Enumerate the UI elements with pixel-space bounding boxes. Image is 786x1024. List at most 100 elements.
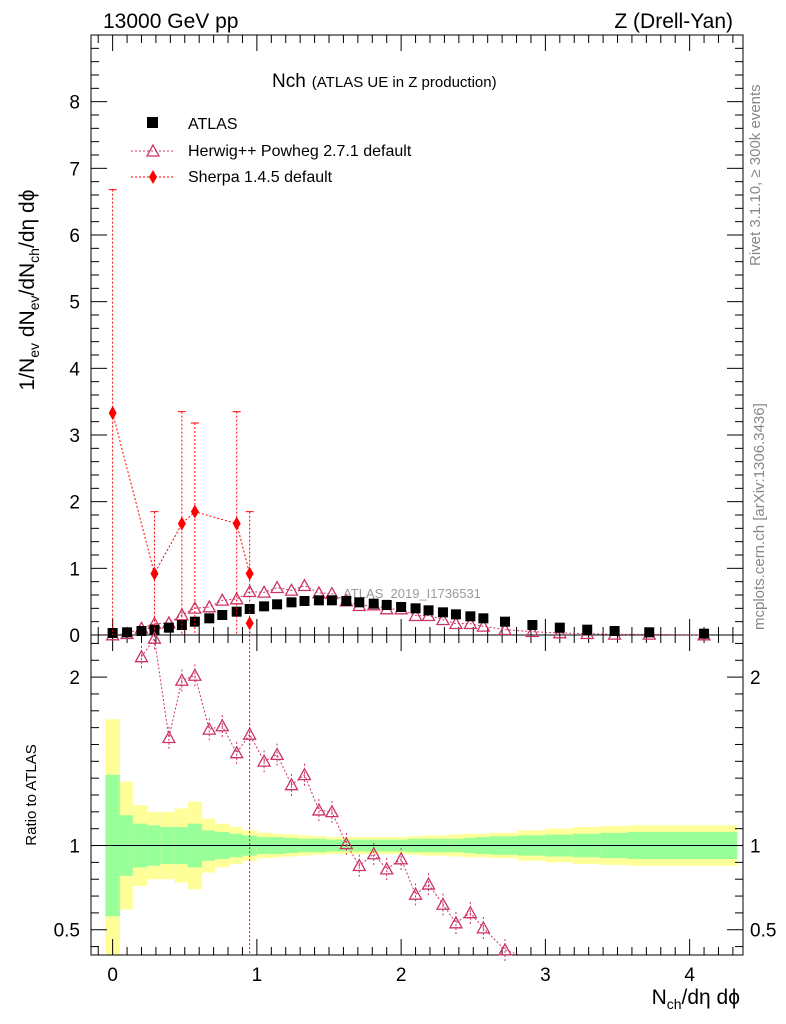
legend-sherpa-label: Sherpa 1.4.5 default — [188, 169, 333, 186]
mcplots-label: mcplots.cern.ch [arXiv:1306.3436] — [751, 403, 768, 630]
herwig-point — [408, 608, 423, 622]
herwig-point — [269, 580, 285, 594]
header-right: Z (Drell-Yan) — [614, 10, 733, 33]
herwig-ratio-point — [147, 631, 162, 644]
atlas-point — [527, 620, 538, 630]
data-layer — [105, 189, 712, 961]
y-tick-label-ratio-left: 2 — [69, 668, 80, 689]
x-tick-label: 1 — [252, 965, 263, 986]
atlas-point — [582, 624, 593, 635]
atlas-point — [122, 627, 133, 638]
herwig-point — [435, 612, 451, 626]
herwig-point — [242, 584, 257, 598]
herwig-ratio-point — [408, 887, 423, 900]
herwig-point — [497, 622, 513, 636]
legend-atlas-marker — [147, 117, 158, 128]
legend-herwig-marker — [145, 143, 161, 157]
herwig-point — [525, 624, 540, 638]
ratio-ylabel: Ratio to ATLAS — [23, 744, 40, 845]
atlas-point — [554, 622, 565, 633]
y-tick-label-main: 1 — [69, 559, 80, 580]
herwig-ratio-point — [284, 777, 299, 791]
atlas-point — [699, 628, 710, 639]
herwig-point — [463, 616, 478, 630]
atlas-point — [313, 595, 324, 606]
y-tick-label-ratio-right: 1 — [750, 837, 761, 858]
watermark: ATLAS_2019_I1736531 — [343, 586, 481, 601]
y-tick-label-main: 7 — [69, 159, 80, 180]
sherpa-point — [190, 504, 199, 519]
y-tick-label-ratio-right: 0.5 — [750, 921, 776, 942]
atlas-point — [478, 613, 489, 624]
herwig-point — [187, 600, 202, 614]
herwig-point — [174, 607, 189, 621]
herwig-point — [202, 599, 217, 613]
atlas-point — [272, 599, 283, 610]
x-tick-label: 0 — [107, 965, 118, 986]
y-tick-label-ratio-right: 2 — [750, 668, 761, 689]
herwig-ratio-point — [215, 718, 230, 732]
herwig-point — [284, 582, 299, 596]
herwig-ratio-point — [448, 915, 464, 929]
atlas-point — [189, 616, 200, 627]
herwig-ratio-point — [366, 846, 381, 860]
sherpa-point — [177, 516, 186, 531]
atlas-point — [163, 622, 174, 633]
atlas-point — [341, 596, 352, 606]
herwig-ratio-point — [421, 876, 436, 890]
herwig-ratio-point — [379, 861, 394, 875]
herwig-point — [297, 578, 312, 592]
atlas-point — [644, 627, 655, 638]
herwig-ratio-line — [141, 637, 520, 956]
ratio-frame — [90, 634, 744, 956]
chart-title: Nch (ATLAS UE in Z production) — [272, 71, 497, 92]
main-axis-ticks: 0 1 2 3 4 5 6 7 8 — [69, 34, 743, 647]
herwig-ratio-point — [311, 802, 327, 816]
x-tick-label: 2 — [396, 965, 407, 986]
y-tick-label-ratio-left: 1 — [69, 837, 80, 858]
legend: ATLAS Herwig++ Powheg 2.7.1 default Sher… — [131, 116, 412, 186]
herwig-ratio-point — [269, 747, 285, 761]
legend-atlas-label: ATLAS — [188, 116, 238, 133]
herwig-ratio-point — [297, 767, 312, 781]
atlas-point — [299, 596, 310, 606]
y-tick-label-main: 4 — [69, 359, 80, 380]
chart-title-sub: (ATLAS UE in Z production) — [312, 74, 497, 91]
herwig-ratio-point — [352, 858, 367, 872]
atlas-point — [396, 602, 407, 612]
atlas-point — [286, 597, 297, 608]
ratio-bands — [105, 719, 738, 955]
sherpa-point — [108, 406, 117, 420]
atlas-point — [204, 613, 215, 624]
header-left: 13000 GeV pp — [103, 10, 238, 33]
herwig-ratio-point — [497, 942, 513, 956]
atlas-point — [259, 601, 270, 612]
main-ylabel: 1/Nev dNev/dNch/dη dϕ — [16, 190, 42, 391]
atlas-point — [437, 607, 448, 618]
atlas-point — [410, 603, 421, 614]
sherpa-point — [245, 566, 254, 581]
x-tick-label: 4 — [684, 965, 695, 986]
sherpa-line — [112, 412, 251, 576]
atlas-point — [499, 616, 510, 627]
herwig-point — [229, 591, 244, 605]
atlas-point — [465, 611, 476, 622]
herwig-ratio-point — [435, 897, 451, 910]
rivet-label: Rivet 3.1.10, ≥ 300k events — [747, 84, 764, 266]
y-tick-label-main: 8 — [69, 93, 80, 114]
atlas-point — [450, 609, 461, 620]
herwig-point — [448, 616, 464, 630]
ratio-axis-ticks: 0 1 2 3 4 0.5 0.5 1 1 2 2 — [54, 635, 776, 986]
atlas-point — [381, 600, 392, 610]
y-tick-label-main: 6 — [69, 226, 80, 247]
herwig-ratio-point — [134, 649, 149, 663]
atlas-point — [423, 605, 434, 616]
atlas-point — [149, 624, 160, 635]
y-tick-label-main: 3 — [69, 426, 80, 447]
y-tick-label-main: 2 — [69, 493, 80, 514]
x-axis-label: Nch/dη dϕ — [652, 986, 740, 1012]
legend-sherpa-marker — [149, 170, 157, 184]
herwig-ratio-point — [242, 727, 257, 740]
sherpa-point — [150, 566, 159, 581]
